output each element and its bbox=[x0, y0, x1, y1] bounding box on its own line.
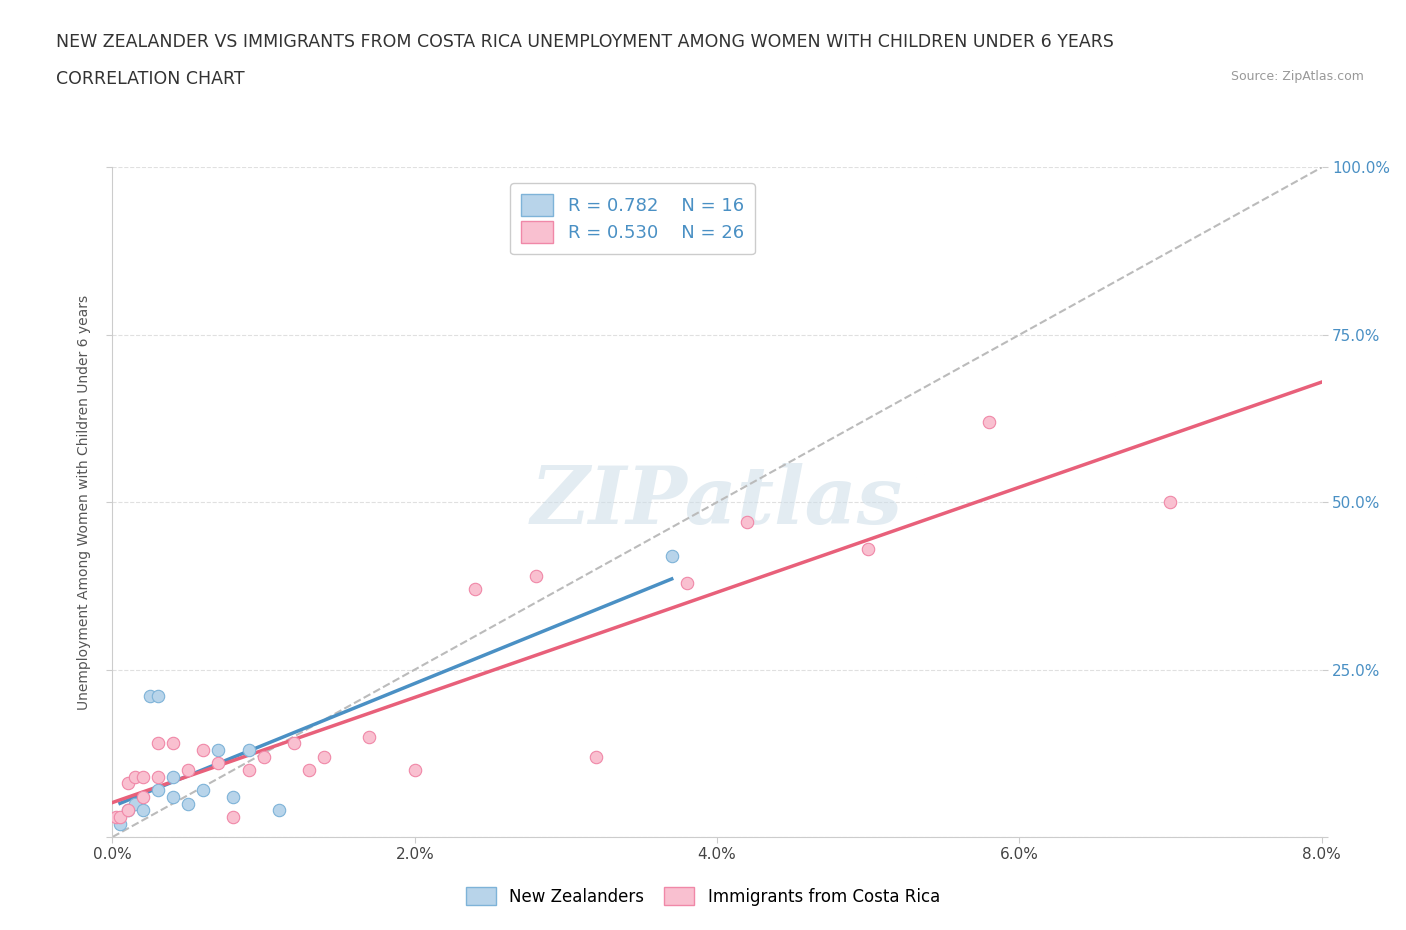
Point bbox=[404, 763, 426, 777]
Point bbox=[661, 549, 683, 564]
Point bbox=[177, 796, 200, 811]
Point bbox=[979, 415, 1001, 430]
Point bbox=[124, 796, 146, 811]
Point bbox=[146, 736, 169, 751]
Point bbox=[253, 750, 276, 764]
Point bbox=[238, 742, 260, 757]
Point bbox=[267, 803, 290, 817]
Point bbox=[856, 541, 880, 556]
Legend: New Zealanders, Immigrants from Costa Rica: New Zealanders, Immigrants from Costa Ri… bbox=[460, 881, 946, 912]
Point bbox=[737, 515, 759, 530]
Text: NEW ZEALANDER VS IMMIGRANTS FROM COSTA RICA UNEMPLOYMENT AMONG WOMEN WITH CHILDR: NEW ZEALANDER VS IMMIGRANTS FROM COSTA R… bbox=[56, 33, 1114, 50]
Point bbox=[117, 776, 139, 790]
Point bbox=[117, 803, 139, 817]
Point bbox=[524, 568, 547, 583]
Point bbox=[162, 769, 184, 784]
Text: CORRELATION CHART: CORRELATION CHART bbox=[56, 70, 245, 87]
Point bbox=[283, 736, 305, 751]
Point bbox=[117, 803, 139, 817]
Point bbox=[146, 783, 169, 798]
Point bbox=[222, 809, 245, 824]
Point bbox=[177, 763, 200, 777]
Legend: R = 0.782    N = 16, R = 0.530    N = 26: R = 0.782 N = 16, R = 0.530 N = 26 bbox=[510, 183, 755, 254]
Point bbox=[585, 750, 607, 764]
Point bbox=[359, 729, 381, 744]
Point bbox=[191, 783, 215, 798]
Point bbox=[108, 817, 131, 831]
Point bbox=[675, 575, 697, 590]
Point bbox=[238, 763, 260, 777]
Point bbox=[207, 756, 229, 771]
Point bbox=[146, 689, 169, 704]
Point bbox=[162, 790, 184, 804]
Y-axis label: Unemployment Among Women with Children Under 6 years: Unemployment Among Women with Children U… bbox=[77, 295, 91, 710]
Point bbox=[132, 803, 155, 817]
Point bbox=[162, 736, 184, 751]
Point bbox=[124, 769, 146, 784]
Point bbox=[104, 809, 127, 824]
Point bbox=[132, 769, 155, 784]
Point bbox=[139, 689, 162, 704]
Point bbox=[108, 809, 131, 824]
Point bbox=[207, 742, 229, 757]
Point bbox=[146, 769, 169, 784]
Point bbox=[1159, 495, 1181, 510]
Point bbox=[312, 750, 335, 764]
Text: Source: ZipAtlas.com: Source: ZipAtlas.com bbox=[1230, 70, 1364, 83]
Point bbox=[464, 582, 486, 597]
Point bbox=[132, 790, 155, 804]
Point bbox=[222, 790, 245, 804]
Text: ZIPatlas: ZIPatlas bbox=[531, 463, 903, 541]
Point bbox=[191, 742, 215, 757]
Point bbox=[298, 763, 321, 777]
